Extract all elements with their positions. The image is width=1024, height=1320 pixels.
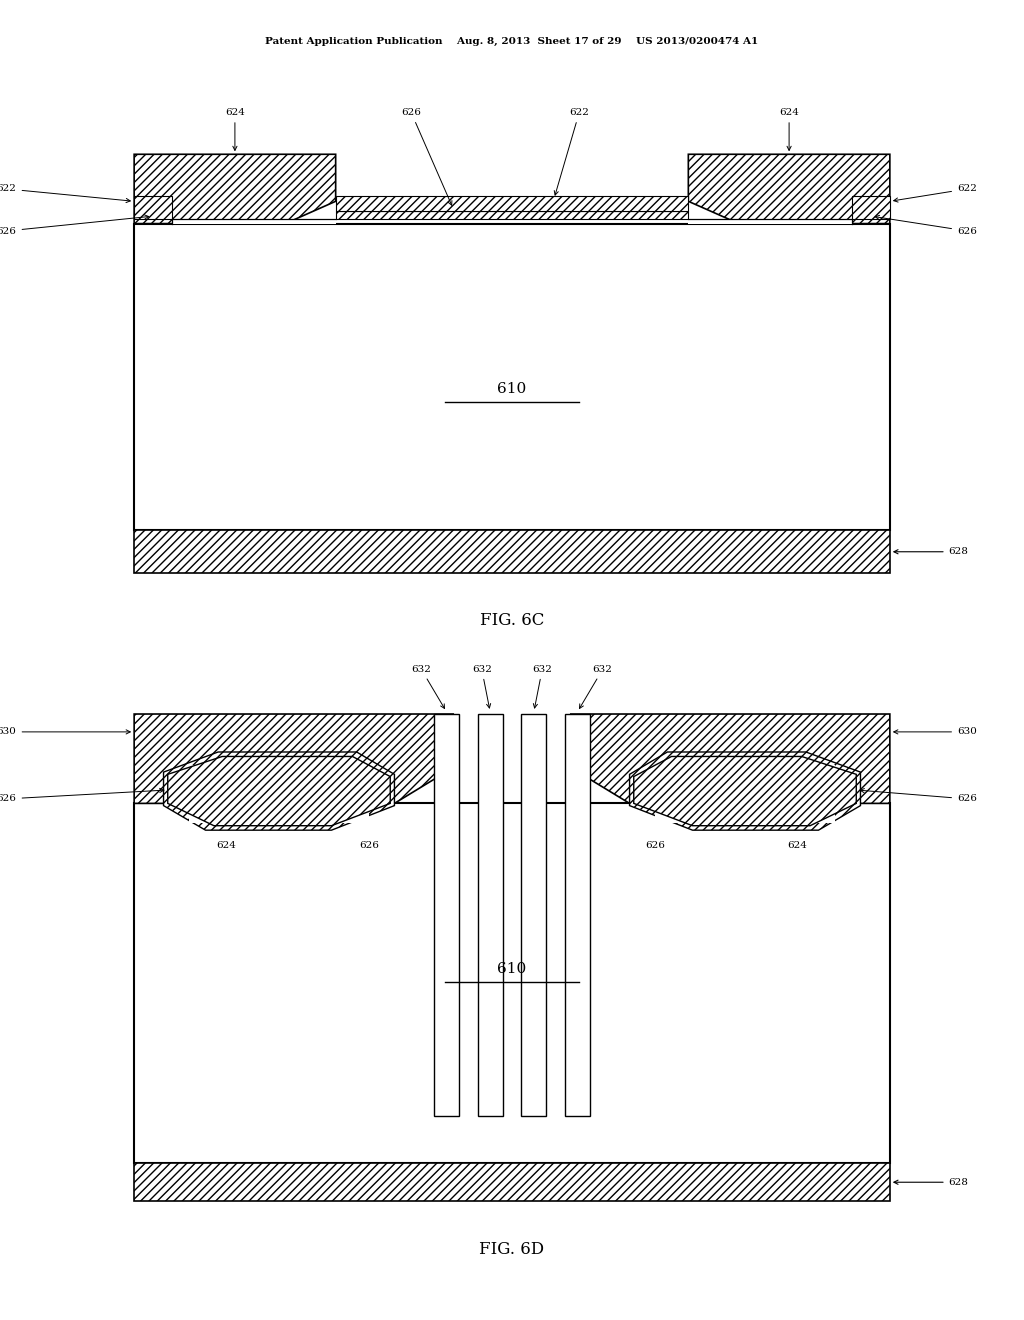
Text: 626: 626: [860, 788, 977, 804]
Text: 610: 610: [498, 383, 526, 396]
Text: FIG. 6D: FIG. 6D: [479, 1241, 545, 1258]
Text: 622: 622: [894, 185, 977, 202]
Text: 626: 626: [401, 108, 452, 205]
Text: Patent Application Publication    Aug. 8, 2013  Sheet 17 of 29    US 2013/020047: Patent Application Publication Aug. 8, 2…: [265, 37, 759, 46]
Bar: [336, 197, 688, 211]
Polygon shape: [164, 752, 394, 830]
Polygon shape: [630, 752, 860, 830]
Bar: [172, 219, 336, 223]
Text: 632: 632: [472, 665, 492, 708]
Polygon shape: [134, 154, 336, 223]
Bar: [134, 223, 890, 531]
Text: 628: 628: [894, 1177, 969, 1187]
Bar: [434, 714, 459, 1117]
Text: 632: 632: [580, 665, 612, 709]
Text: 628: 628: [894, 548, 969, 556]
Text: 626: 626: [0, 788, 164, 804]
Polygon shape: [134, 714, 454, 804]
Bar: [521, 714, 547, 1117]
Text: FIG. 6C: FIG. 6C: [480, 612, 544, 630]
Text: 610: 610: [498, 962, 526, 975]
Bar: [477, 714, 503, 1117]
Polygon shape: [688, 154, 890, 223]
Bar: [134, 804, 890, 1163]
Text: 624: 624: [216, 841, 237, 850]
Bar: [852, 197, 890, 219]
Text: 624: 624: [225, 108, 245, 150]
Bar: [336, 211, 688, 219]
Bar: [134, 197, 172, 219]
Text: 626: 626: [876, 215, 977, 235]
Text: 626: 626: [645, 841, 665, 850]
Bar: [565, 714, 590, 1117]
Bar: [188, 766, 370, 824]
Polygon shape: [634, 756, 856, 826]
Text: 624: 624: [779, 108, 799, 150]
Text: 626: 626: [359, 841, 379, 850]
Text: 630: 630: [894, 727, 977, 737]
Bar: [654, 766, 836, 824]
Text: 622: 622: [0, 185, 130, 202]
Text: 630: 630: [0, 727, 130, 737]
Text: 632: 632: [412, 665, 444, 709]
Bar: [688, 219, 852, 223]
Text: 624: 624: [787, 841, 808, 850]
Text: 632: 632: [532, 665, 552, 708]
Bar: [134, 1163, 890, 1201]
Polygon shape: [570, 714, 890, 804]
Bar: [134, 531, 890, 573]
Polygon shape: [168, 756, 390, 826]
Text: 626: 626: [0, 215, 148, 235]
Text: 622: 622: [554, 108, 589, 195]
